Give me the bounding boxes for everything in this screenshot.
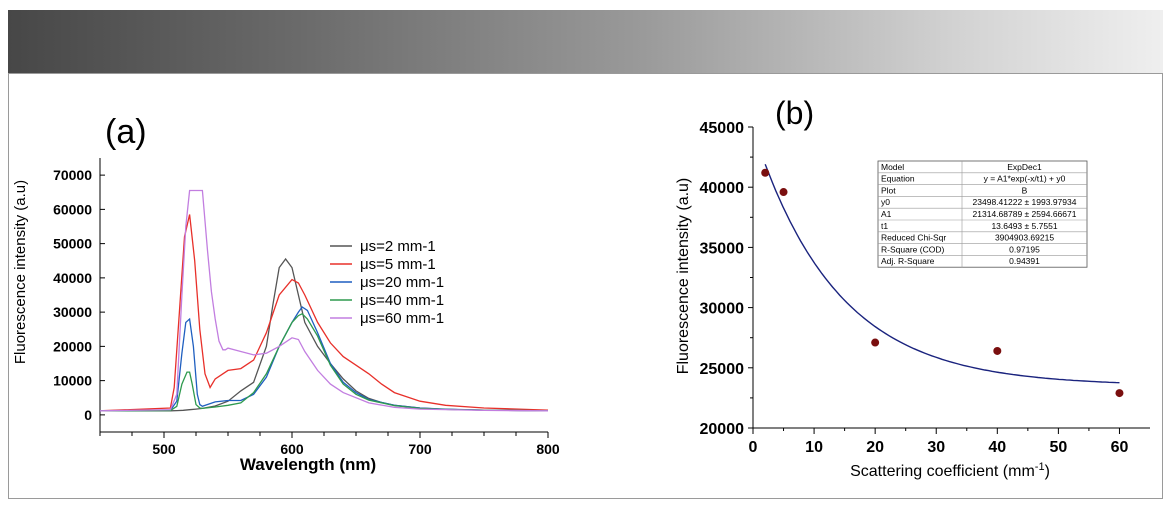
panel-b-table-key: Equation [881, 174, 915, 184]
panel-b-table-value: y = A1*exp(-x/t1) + y0 [984, 174, 1066, 184]
panel-b-xtick-label: 10 [805, 439, 823, 456]
panel-b-chart: (b) Scattering coefficient (mm-1) Fluore… [675, 95, 1150, 480]
panel-b-ytick-label: 25000 [700, 361, 745, 378]
panel-b-table-value: 0.94391 [1009, 256, 1040, 266]
panel-b-ytick-label: 45000 [700, 120, 745, 137]
panel-b-table-value: 21314.68789 ± 2594.66671 [973, 209, 1077, 219]
panel-b-table-value: ExpDec1 [1007, 162, 1042, 172]
panel-a-series-line-3 [99, 306, 549, 412]
panel-a-legend-label-1: μs=2 mm-1 [360, 238, 436, 255]
panel-a-axes: 0 10000 20000 30000 40000 50000 60000 70000 500 6… [53, 158, 560, 457]
panel-a-legend-label-5: μs=60 mm-1 [360, 310, 444, 327]
panel-b-axes: 20000 25000 30000 35000 40000 45000 0 10 20 30 40 5… [700, 120, 1150, 456]
panel-b-fit-curve [764, 163, 1120, 384]
panel-b-xlabel-end: ) [1045, 463, 1050, 480]
panel-a-ytick-label: 0 [84, 407, 92, 423]
panel-a-legend-label-2: μs=5 mm-1 [360, 256, 436, 273]
panel-a-ytick-label: 20000 [53, 338, 92, 354]
panel-b-point-4 [993, 346, 1002, 355]
panel-b-table-key: Adj. R-Square [881, 256, 935, 266]
panel-a-series-group [99, 189, 549, 412]
panel-b-xtick-label: 30 [927, 439, 945, 456]
panel-b-xtick-label: 50 [1049, 439, 1067, 456]
panel-b-xlabel: Scattering coefficient (mm-1) [850, 461, 1050, 480]
panel-b-table-value: 13.6493 ± 5.7551 [991, 221, 1057, 231]
panel-b-ytick-label: 20000 [700, 421, 745, 438]
panel-a-ytick-label: 40000 [53, 270, 92, 286]
panel-a-ytick-label: 10000 [53, 373, 92, 389]
panel-a-xtick-label: 800 [536, 441, 560, 457]
panel-a-xlabel: Wavelength (nm) [240, 455, 376, 474]
panel-b-ytick-label: 35000 [700, 240, 745, 257]
panel-b-xtick-label: 20 [866, 439, 884, 456]
panel-b-table-value: 23498.41222 ± 1993.97934 [973, 197, 1077, 207]
panel-b-xtick-label: 0 [749, 439, 758, 456]
panel-b-table-key: Reduced Chi-Sqr [881, 233, 946, 243]
panel-a-series-line-2 [99, 214, 549, 412]
panel-b-table-key: t1 [881, 221, 888, 231]
panel-a-series-line-4 [99, 313, 549, 412]
panel-a-series-line-5 [99, 189, 549, 412]
panel-a-xtick-label: 500 [152, 441, 176, 457]
panel-a-legend-label-4: μs=40 mm-1 [360, 292, 444, 309]
panel-a-ytick-label: 60000 [53, 201, 92, 217]
panel-a-ytick-label: 30000 [53, 304, 92, 320]
panel-a-ylabel: Fluorescence intensity (a.u) [12, 180, 29, 364]
panel-b-table-border [877, 160, 1088, 268]
panel-b-point-5 [1115, 389, 1124, 398]
panel-a-ytick-label: 50000 [53, 236, 92, 252]
panel-a-label: (a) [105, 113, 147, 151]
header-banner [8, 10, 1163, 73]
panel-b-table-key: Model [881, 162, 904, 172]
panel-b-ytick-label: 40000 [700, 180, 745, 197]
panel-b-table-value: 0.97195 [1009, 244, 1040, 254]
panel-a-ytick-label: 70000 [53, 167, 92, 183]
panel-b-table-key: y0 [881, 197, 890, 207]
panel-b-label: (b) [775, 95, 814, 131]
panel-b-table-key: A1 [881, 209, 892, 219]
panel-a-legend: μs=2 mm-1μs=5 mm-1μs=20 mm-1μs=40 mm-1μs… [330, 238, 444, 327]
panel-a-chart: (a) Wavelength (nm) Fluorescence intensi… [12, 113, 560, 474]
panel-a-xtick-label: 700 [408, 441, 432, 457]
panel-a-series-line-1 [100, 257, 549, 412]
panel-b-table-value: B [1022, 185, 1028, 195]
panel-b-point-2 [779, 188, 788, 197]
panel-b-xlabel-sup: -1 [1035, 461, 1045, 473]
panel-b-table-key: R-Square (COD) [881, 244, 944, 254]
panel-b-point-1 [761, 168, 770, 177]
panel-b-table-key: Plot [881, 185, 896, 195]
panel-b-points [761, 168, 1124, 398]
panel-b-fit-table: Model ExpDec1 Equation y = A1*exp(-x/t1) + … [877, 160, 1088, 268]
panel-b-ylabel: Fluorescence intensity (a.u) [675, 178, 692, 375]
panel-a-xtick-label: 600 [280, 441, 304, 457]
panel-b-xtick-label: 60 [1111, 439, 1129, 456]
panel-b-table-value: 3904903.69215 [995, 233, 1054, 243]
panel-b-xtick-label: 40 [988, 439, 1006, 456]
panel-b-point-3 [871, 338, 880, 347]
panel-a-legend-label-3: μs=20 mm-1 [360, 274, 444, 291]
panel-b-xlabel-main: Scattering coefficient (mm [850, 463, 1035, 480]
panel-b-ytick-label: 30000 [700, 301, 745, 318]
